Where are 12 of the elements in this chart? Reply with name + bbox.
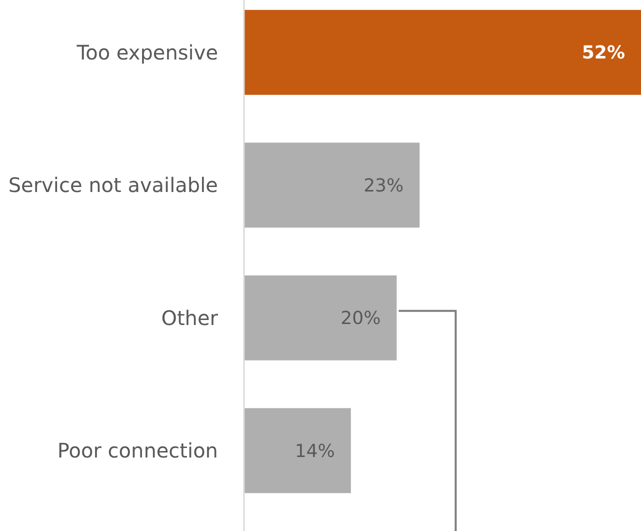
y-tick-label: Too expensive — [76, 40, 218, 64]
bar — [244, 408, 351, 494]
data-label: 14% — [294, 440, 335, 462]
bar — [244, 10, 641, 95]
y-tick-label: Poor connection — [57, 438, 218, 463]
bar — [244, 142, 420, 228]
data-label: 52% — [582, 42, 625, 64]
data-label: 20% — [340, 308, 381, 330]
bar — [244, 275, 397, 360]
y-tick-label: Other — [161, 306, 219, 330]
y-tick-label: Service not available — [8, 173, 218, 198]
data-label: 23% — [364, 175, 404, 196]
